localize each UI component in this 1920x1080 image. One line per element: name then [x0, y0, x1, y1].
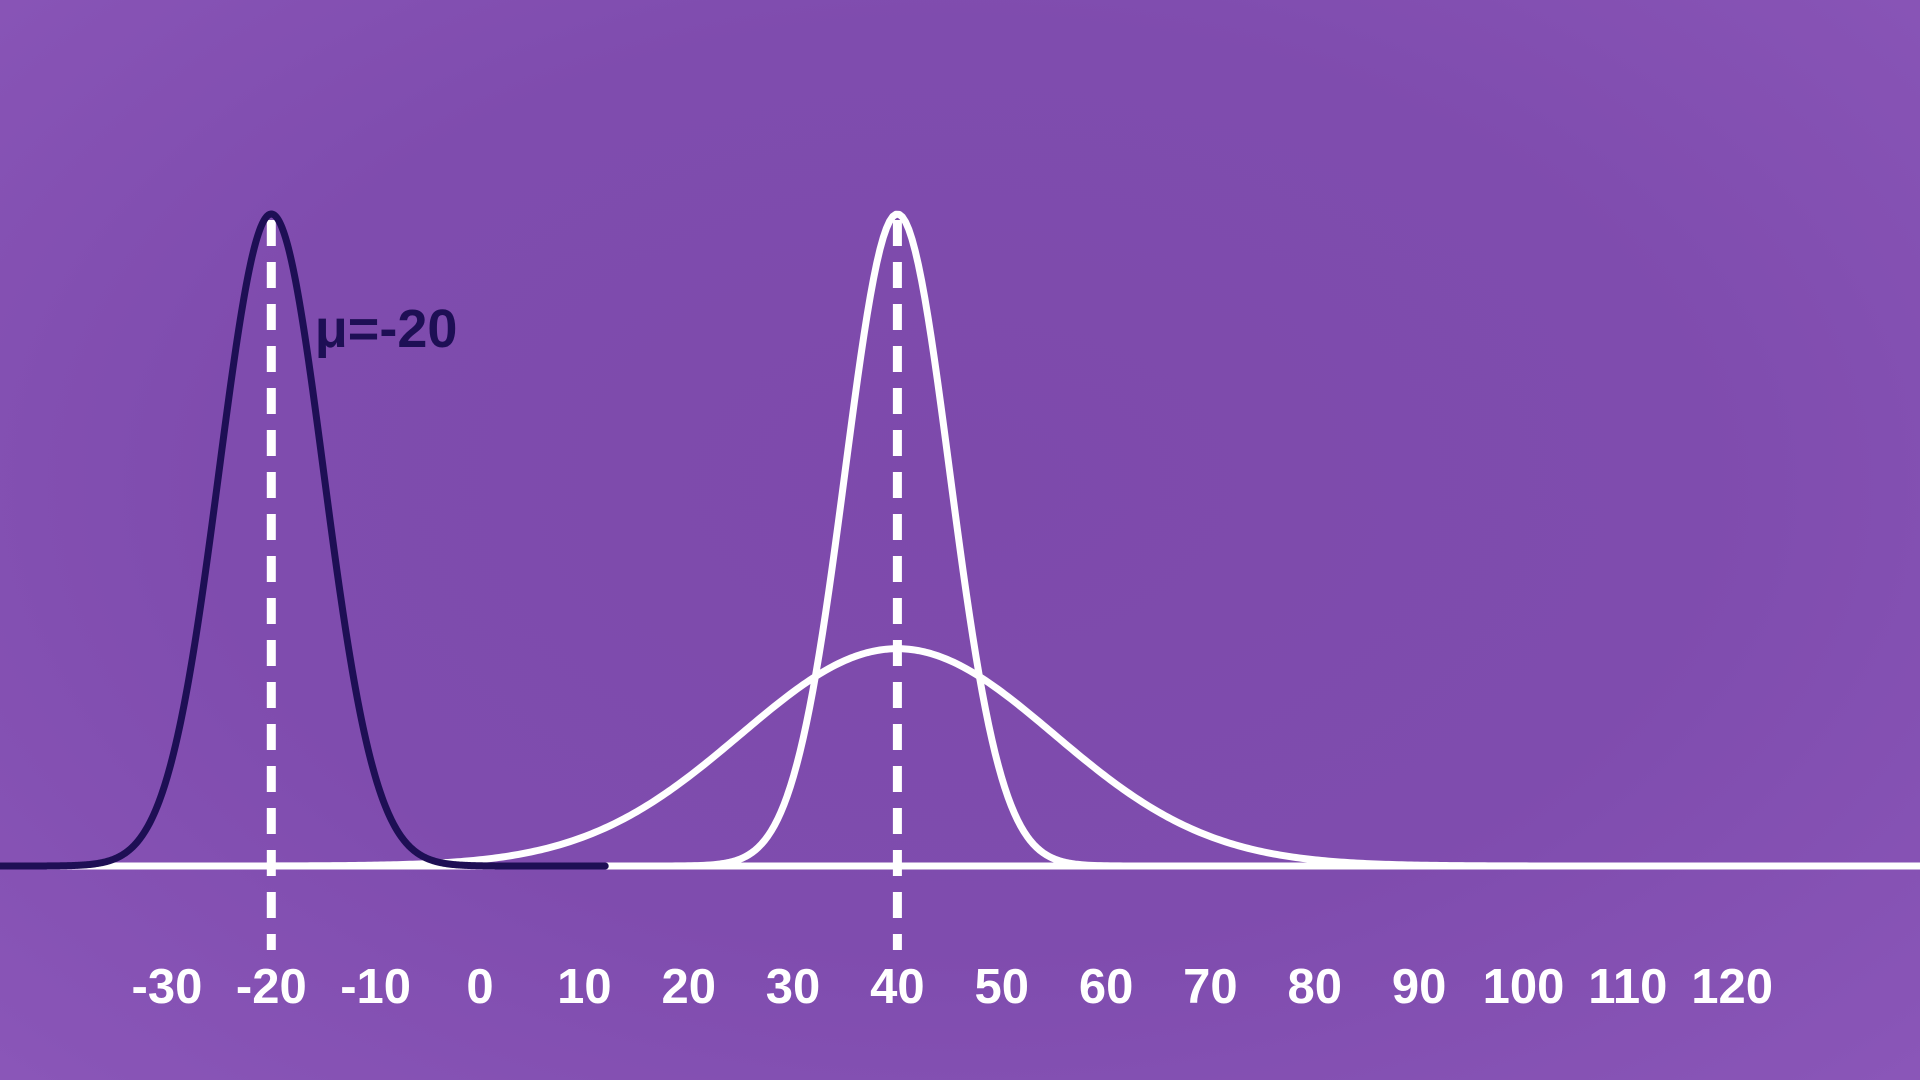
- mean-annotation: μ=-20: [315, 299, 458, 359]
- annotations: μ=-20: [315, 299, 458, 359]
- x-tick-label: 120: [1691, 960, 1773, 1014]
- x-tick-label: 20: [661, 960, 716, 1014]
- x-tick-label: 110: [1588, 960, 1667, 1014]
- x-tick-label: -20: [236, 960, 307, 1014]
- mean-lines: [266, 220, 902, 950]
- series-curve-1: [0, 210, 1920, 870]
- x-tick-label: 100: [1483, 960, 1565, 1014]
- x-tick-label: 90: [1392, 960, 1447, 1014]
- x-tick-label: 80: [1288, 960, 1343, 1014]
- x-tick-label: 40: [870, 960, 925, 1014]
- x-tick-label: 50: [974, 960, 1029, 1014]
- x-tick-label: 60: [1079, 960, 1134, 1014]
- x-tick-label: -10: [340, 960, 411, 1014]
- x-tick-label: -30: [132, 960, 203, 1014]
- x-tick-label: 0: [466, 960, 493, 1014]
- series-curve-0: [0, 210, 609, 870]
- series-curve-2: [0, 645, 1920, 870]
- curves: [0, 210, 1920, 870]
- x-tick-label: 70: [1183, 960, 1238, 1014]
- x-tick-label: 10: [557, 960, 612, 1014]
- x-tick-labels: -30 -20 -10 0 10 20 30 40 50 60 70 80 90 100 110 120: [132, 960, 1774, 1014]
- x-tick-label: 30: [766, 960, 821, 1014]
